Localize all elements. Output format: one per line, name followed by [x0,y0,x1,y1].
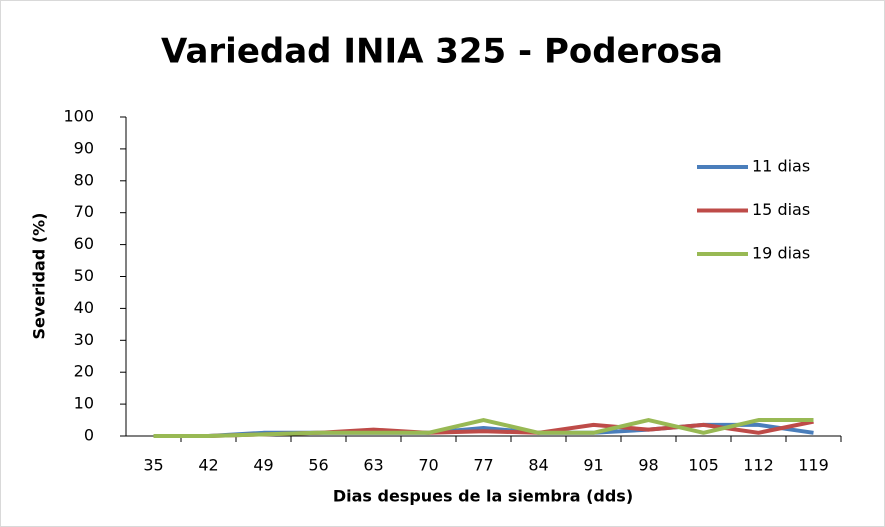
x-tick-label: 119 [798,456,829,475]
y-tick-label: 70 [74,202,94,221]
x-tick-label: 63 [363,456,383,475]
y-tick-label: 100 [63,107,94,126]
x-tick-label: 98 [638,456,658,475]
x-tick-label: 84 [528,456,548,475]
y-tick-label: 20 [74,362,94,381]
y-tick-label: 40 [74,298,94,317]
x-tick-label: 112 [743,456,774,475]
chart-title: Variedad INIA 325 - Poderosa [161,32,723,72]
y-tick-label: 50 [74,266,94,285]
y-axis-label: Severidad (%) [30,213,49,340]
x-tick-label: 56 [308,456,328,475]
y-tick-label: 10 [74,394,94,413]
series-line [153,418,814,438]
legend-label: 11 dias [752,157,810,176]
legend-label: 19 dias [752,244,810,263]
y-tick-label: 30 [74,330,94,349]
y-tick-label: 0 [84,426,94,445]
y-tick-label: 90 [74,138,94,157]
x-axis-label: Dias despues de la siembra (dds) [333,487,633,506]
x-tick-label: 91 [583,456,603,475]
x-tick-label: 42 [198,456,218,475]
x-tick-label: 49 [253,456,273,475]
x-tick-label: 77 [473,456,493,475]
x-tick-label: 105 [688,456,719,475]
x-tick-label: 70 [418,456,438,475]
y-tick-label: 80 [74,170,94,189]
x-tick-label: 35 [143,456,163,475]
y-tick-label: 60 [74,234,94,253]
legend-label: 15 dias [752,200,810,219]
